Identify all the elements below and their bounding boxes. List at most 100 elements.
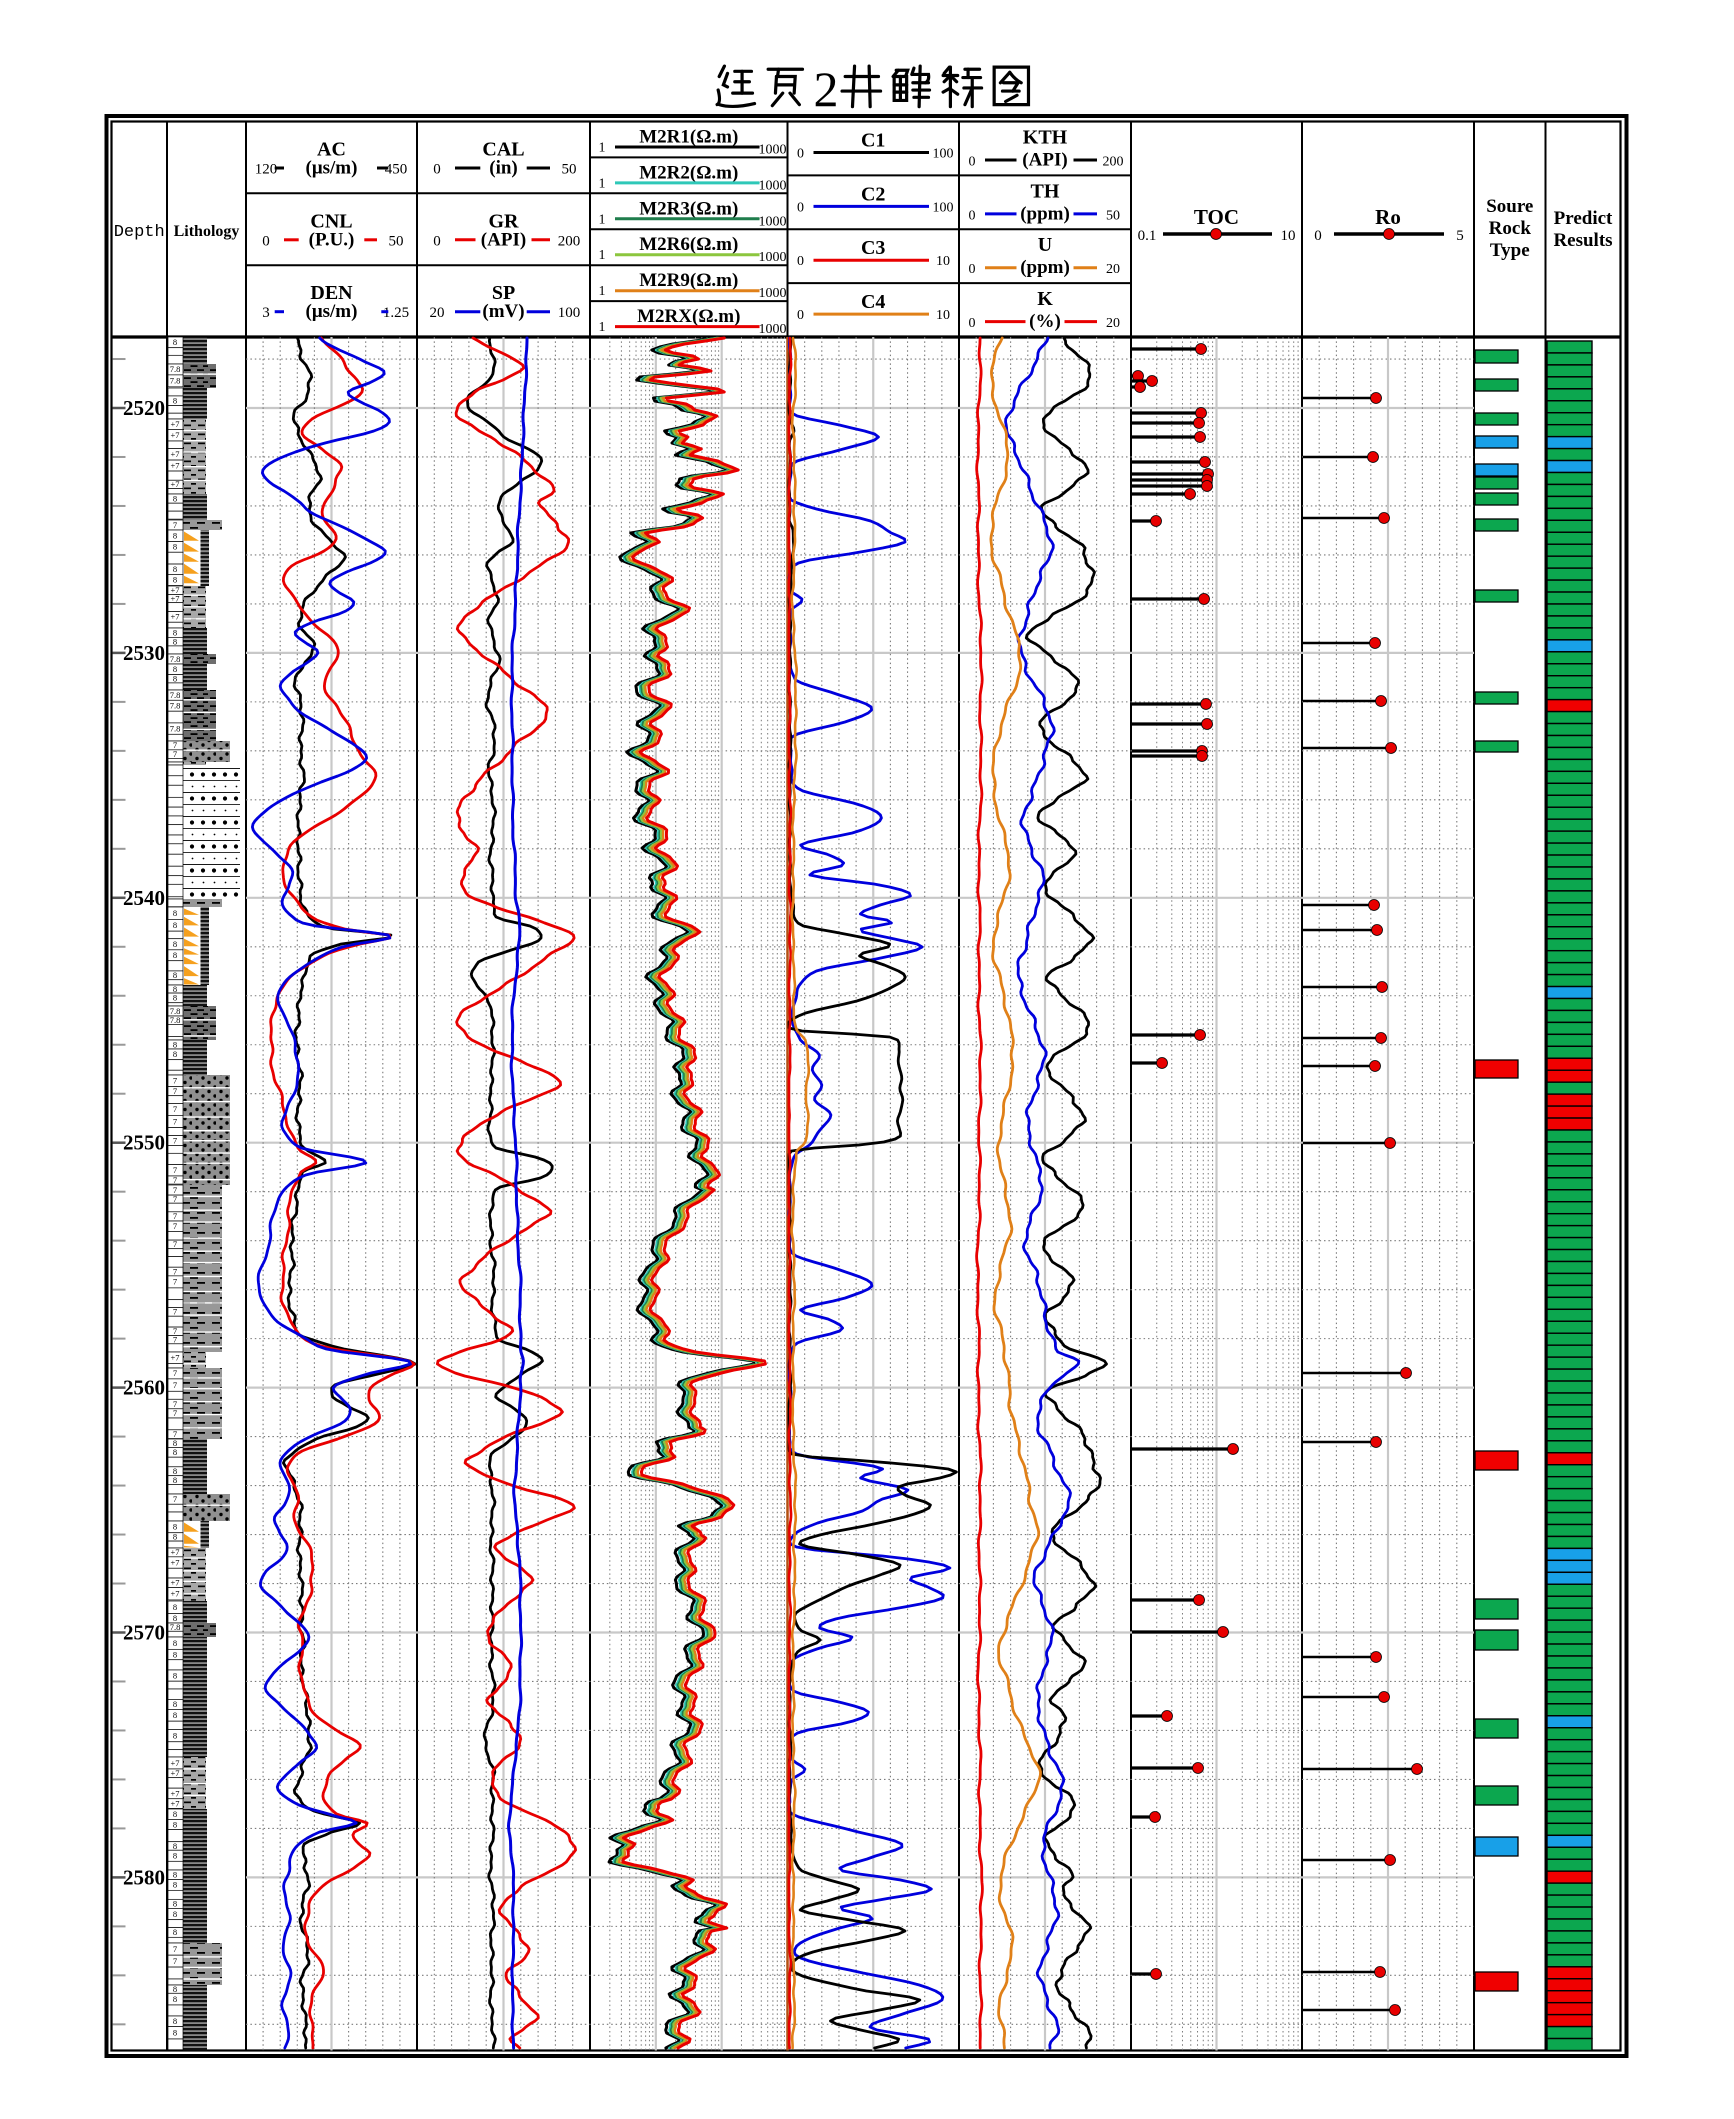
svg-text:7: 7 xyxy=(173,1239,177,1249)
svg-text:50: 50 xyxy=(1106,208,1120,223)
svg-text:8: 8 xyxy=(173,1730,177,1740)
svg-text:2520: 2520 xyxy=(123,396,165,420)
svg-text:8: 8 xyxy=(173,1870,177,1880)
svg-text:0: 0 xyxy=(969,155,976,170)
svg-text:0: 0 xyxy=(797,308,804,323)
svg-text:+7: +7 xyxy=(170,430,179,440)
svg-text:7: 7 xyxy=(173,1175,177,1185)
svg-text:7: 7 xyxy=(173,1277,177,1287)
svg-text:(ppm): (ppm) xyxy=(1020,257,1070,278)
svg-text:1000: 1000 xyxy=(759,178,787,193)
svg-text:7: 7 xyxy=(173,1368,177,1378)
svg-text:Results: Results xyxy=(1553,230,1612,251)
svg-text:0: 0 xyxy=(797,147,804,162)
svg-text:8: 8 xyxy=(173,636,177,646)
svg-text:7: 7 xyxy=(173,1086,177,1096)
svg-text:7: 7 xyxy=(173,1335,177,1345)
svg-text:+7: +7 xyxy=(170,1578,179,1588)
svg-text:+7: +7 xyxy=(170,1557,179,1567)
svg-text:0: 0 xyxy=(969,316,976,331)
svg-text:2: 2 xyxy=(814,61,839,117)
svg-text:8: 8 xyxy=(173,1602,177,1612)
svg-text:+7: +7 xyxy=(170,1758,179,1768)
svg-text:10: 10 xyxy=(936,254,950,269)
svg-text:7: 7 xyxy=(173,749,177,759)
svg-text:8: 8 xyxy=(173,1475,177,1485)
svg-text:8: 8 xyxy=(173,2028,177,2038)
svg-text:0: 0 xyxy=(433,233,441,249)
svg-text:8: 8 xyxy=(173,1049,177,1059)
svg-text:+7: +7 xyxy=(170,1798,179,1808)
svg-text:KTH: KTH xyxy=(1023,127,1068,149)
svg-text:200: 200 xyxy=(558,233,581,249)
svg-text:(API): (API) xyxy=(1022,150,1067,171)
svg-text:8: 8 xyxy=(173,575,177,585)
svg-text:8: 8 xyxy=(173,1522,177,1532)
svg-text:7: 7 xyxy=(173,1116,177,1126)
svg-text:8: 8 xyxy=(173,1649,177,1659)
svg-text:(API): (API) xyxy=(481,229,526,250)
svg-text:TH: TH xyxy=(1031,180,1060,202)
svg-text:M2RX(Ω.m): M2RX(Ω.m) xyxy=(637,306,740,327)
svg-text:50: 50 xyxy=(562,162,577,178)
svg-text:+7: +7 xyxy=(170,479,179,489)
svg-text:7: 7 xyxy=(173,1307,177,1317)
svg-text:8: 8 xyxy=(173,1841,177,1851)
svg-text:8: 8 xyxy=(173,1851,177,1861)
svg-text:7: 7 xyxy=(173,1194,177,1204)
svg-text:(%): (%) xyxy=(1029,311,1061,332)
svg-text:+7: +7 xyxy=(170,460,179,470)
svg-text:8: 8 xyxy=(173,939,177,949)
svg-text:7: 7 xyxy=(173,1076,177,1086)
svg-text:+7: +7 xyxy=(170,1788,179,1798)
svg-text:50: 50 xyxy=(389,233,404,249)
svg-text:Soure: Soure xyxy=(1486,196,1533,217)
svg-text:100: 100 xyxy=(933,200,954,215)
svg-text:C4: C4 xyxy=(861,291,885,313)
svg-text:+7: +7 xyxy=(170,449,179,459)
svg-text:1: 1 xyxy=(599,141,606,156)
svg-text:0: 0 xyxy=(433,162,441,178)
svg-text:8: 8 xyxy=(173,493,177,503)
svg-text:8: 8 xyxy=(173,1710,177,1720)
svg-text:1000: 1000 xyxy=(759,143,787,158)
svg-text:1000: 1000 xyxy=(759,214,787,229)
svg-text:7: 7 xyxy=(173,1408,177,1418)
svg-text:8: 8 xyxy=(173,1880,177,1890)
svg-text:8: 8 xyxy=(173,1927,177,1937)
svg-text:7: 7 xyxy=(173,520,177,530)
svg-text:0: 0 xyxy=(969,208,976,223)
svg-text:8: 8 xyxy=(173,1532,177,1542)
svg-text:100: 100 xyxy=(558,305,581,321)
svg-text:+7: +7 xyxy=(170,612,179,622)
svg-text:100: 100 xyxy=(933,147,954,162)
svg-text:1000: 1000 xyxy=(759,322,787,337)
svg-text:(ppm): (ppm) xyxy=(1020,203,1070,224)
svg-text:7: 7 xyxy=(173,1956,177,1966)
svg-text:20: 20 xyxy=(1106,316,1120,331)
svg-text:0: 0 xyxy=(262,233,270,249)
svg-text:1: 1 xyxy=(599,248,606,263)
svg-text:Type: Type xyxy=(1490,240,1530,261)
svg-text:7: 7 xyxy=(173,1266,177,1276)
svg-text:TOC: TOC xyxy=(1194,205,1239,229)
svg-text:C3: C3 xyxy=(861,237,885,259)
svg-text:8: 8 xyxy=(173,1819,177,1829)
svg-text:2580: 2580 xyxy=(123,1865,165,1889)
svg-text:(μs/m): (μs/m) xyxy=(306,301,358,322)
svg-text:8: 8 xyxy=(173,542,177,552)
svg-text:(mV): (mV) xyxy=(482,301,524,322)
svg-text:7: 7 xyxy=(173,1104,177,1114)
svg-text:8: 8 xyxy=(173,993,177,1003)
svg-text:+7: +7 xyxy=(170,1547,179,1557)
svg-text:+7: +7 xyxy=(170,594,179,604)
svg-text:8: 8 xyxy=(173,1994,177,2004)
svg-text:8: 8 xyxy=(173,531,177,541)
svg-text:M2R9(Ω.m): M2R9(Ω.m) xyxy=(639,270,738,291)
svg-text:2560: 2560 xyxy=(123,1376,165,1400)
svg-text:3: 3 xyxy=(262,305,270,321)
svg-text:7: 7 xyxy=(173,1135,177,1145)
svg-text:10: 10 xyxy=(936,308,950,323)
svg-text:1000: 1000 xyxy=(759,286,787,301)
svg-text:2530: 2530 xyxy=(123,641,165,665)
